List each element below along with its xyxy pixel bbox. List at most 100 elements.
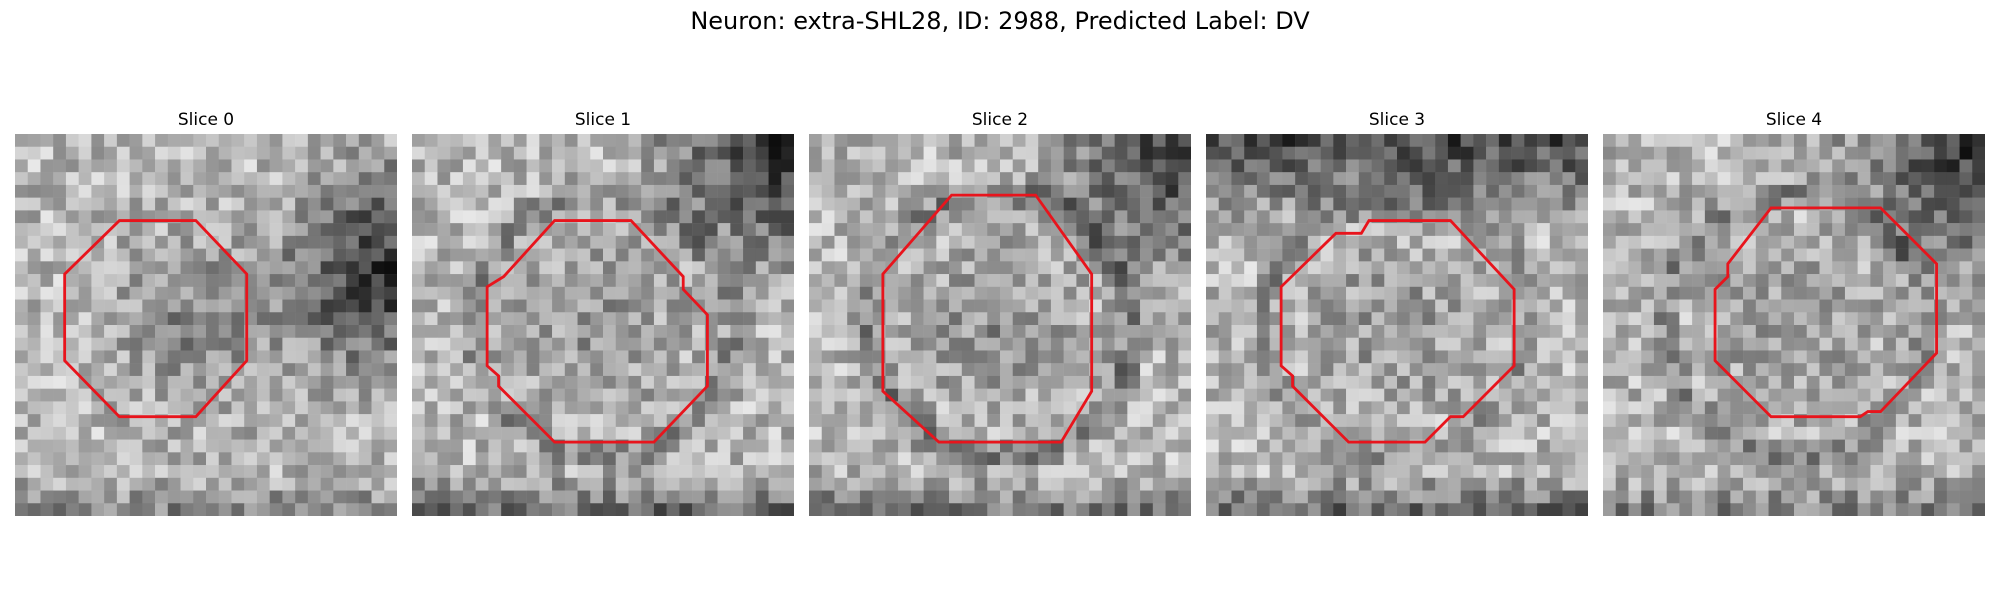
- image-pixel: [653, 325, 667, 338]
- image-pixel: [961, 172, 975, 186]
- image-pixel: [475, 414, 489, 428]
- image-pixel: [936, 401, 950, 415]
- image-pixel: [231, 274, 245, 288]
- image-pixel: [704, 146, 718, 160]
- image-pixel: [1653, 197, 1667, 211]
- image-pixel: [129, 375, 143, 389]
- image-pixel: [475, 235, 489, 249]
- image-pixel: [743, 490, 757, 504]
- image-pixel: [1870, 337, 1884, 351]
- image-pixel: [641, 235, 655, 249]
- image-pixel: [104, 477, 118, 491]
- image-pixel: [1575, 146, 1588, 160]
- image-pixel: [1000, 299, 1013, 313]
- image-pixel: [15, 414, 28, 428]
- image-pixel: [1178, 414, 1191, 428]
- image-pixel: [768, 248, 782, 262]
- image-pixel: [1511, 146, 1525, 160]
- image-pixel: [539, 452, 553, 466]
- image-pixel: [346, 350, 360, 364]
- image-pixel: [40, 134, 54, 147]
- image-pixel: [1959, 248, 1973, 262]
- image-pixel: [1511, 235, 1525, 249]
- image-pixel: [603, 363, 616, 377]
- image-pixel: [307, 375, 321, 389]
- image-pixel: [1806, 452, 1820, 466]
- image-pixel: [834, 325, 848, 338]
- image-pixel: [1704, 197, 1718, 211]
- image-pixel: [1333, 184, 1347, 198]
- image-pixel: [692, 325, 706, 338]
- image-pixel: [1743, 312, 1757, 326]
- image-pixel: [1562, 134, 1576, 147]
- image-pixel: [923, 299, 937, 313]
- image-pixel: [295, 337, 309, 351]
- image-pixel: [1012, 223, 1026, 237]
- image-pixel: [1641, 337, 1655, 351]
- image-pixel: [834, 184, 848, 198]
- image-pixel: [1730, 452, 1744, 466]
- image-pixel: [1486, 414, 1500, 428]
- image-pixel: [730, 312, 744, 326]
- image-pixel: [564, 388, 578, 402]
- image-pixel: [167, 146, 181, 160]
- image-pixel: [1549, 197, 1563, 211]
- image-pixel: [847, 350, 861, 364]
- image-pixel: [1755, 363, 1769, 377]
- image-pixel: [1844, 350, 1858, 364]
- image-pixel: [743, 439, 757, 453]
- image-pixel: [371, 210, 385, 224]
- image-pixel: [180, 401, 194, 415]
- image-pixel: [564, 452, 578, 466]
- image-pixel: [1832, 223, 1846, 237]
- image-pixel: [1012, 388, 1026, 402]
- image-pixel: [910, 401, 924, 415]
- image-pixel: [256, 197, 270, 211]
- image-pixel: [320, 299, 334, 313]
- image-pixel: [717, 477, 731, 491]
- image-pixel: [488, 401, 502, 415]
- image-pixel: [1076, 490, 1090, 504]
- image-pixel: [1857, 261, 1871, 275]
- image-pixel: [730, 172, 744, 186]
- image-pixel: [65, 477, 79, 491]
- image-pixel: [104, 274, 118, 288]
- image-pixel: [1384, 312, 1398, 326]
- image-pixel: [1422, 274, 1436, 288]
- image-pixel: [1717, 426, 1731, 440]
- image-pixel: [53, 465, 67, 479]
- image-pixel: [1333, 477, 1347, 491]
- image-pixel: [1653, 299, 1667, 313]
- image-pixel: [743, 465, 757, 479]
- image-pixel: [1908, 388, 1922, 402]
- image-pixel: [974, 159, 988, 173]
- image-pixel: [1959, 184, 1973, 198]
- image-pixel: [91, 490, 105, 504]
- image-pixel: [1076, 172, 1090, 186]
- image-pixel: [1679, 337, 1693, 351]
- image-pixel: [743, 261, 757, 275]
- image-pixel: [1000, 223, 1013, 237]
- image-pixel: [847, 414, 861, 428]
- image-pixel: [231, 286, 245, 300]
- image-pixel: [552, 235, 566, 249]
- image-pixel: [1755, 134, 1769, 147]
- image-pixel: [1076, 325, 1090, 338]
- image-pixel: [1498, 261, 1512, 275]
- image-pixel: [809, 363, 822, 377]
- image-pixel: [1089, 146, 1103, 160]
- image-pixel: [1320, 401, 1334, 415]
- image-pixel: [692, 337, 706, 351]
- image-pixel: [450, 248, 464, 262]
- image-pixel: [1549, 312, 1563, 326]
- image-pixel: [1908, 337, 1922, 351]
- image-pixel: [1038, 325, 1052, 338]
- image-pixel: [1844, 223, 1858, 237]
- image-pixel: [1333, 452, 1347, 466]
- image-pixel: [180, 248, 194, 262]
- image-pixel: [65, 235, 79, 249]
- image-pixel: [692, 248, 706, 262]
- image-pixel: [809, 325, 822, 338]
- image-pixel: [256, 172, 270, 186]
- image-pixel: [424, 223, 438, 237]
